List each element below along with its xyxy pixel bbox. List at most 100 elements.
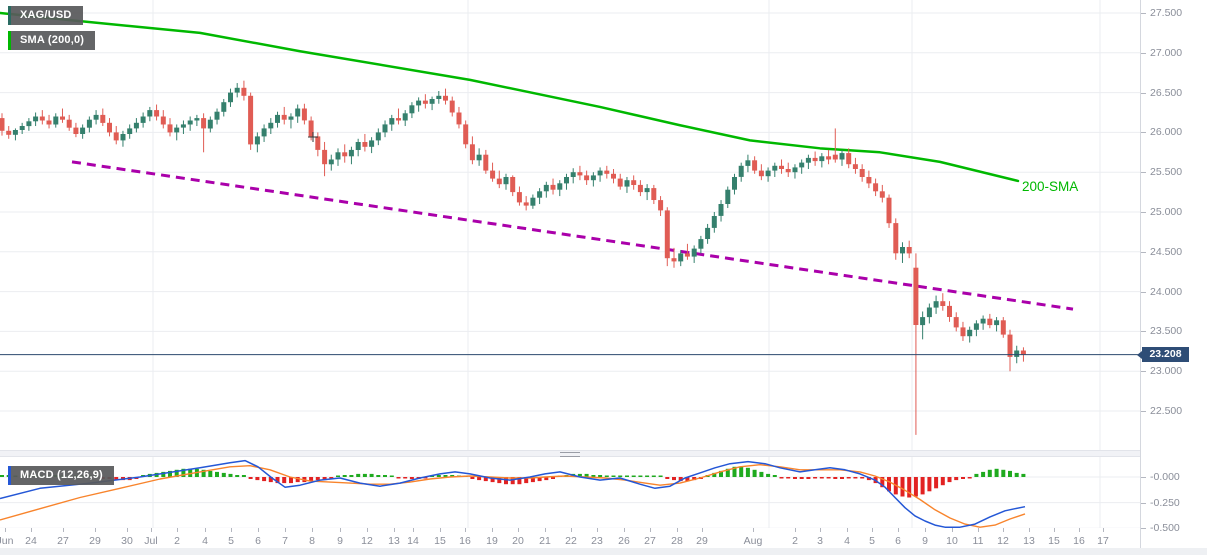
macd-tick — [1141, 477, 1146, 478]
candle — [886, 194, 892, 228]
price-tick-label: 23.000 — [1150, 365, 1183, 377]
time-tick — [820, 528, 821, 532]
price-tick-label: 25.000 — [1150, 206, 1183, 218]
candle — [516, 186, 522, 206]
candle — [254, 132, 260, 153]
candle — [194, 114, 200, 127]
candle — [449, 96, 455, 117]
time-tick-label: 16 — [1073, 535, 1085, 547]
time-tick-label: 7 — [282, 535, 288, 547]
candle — [167, 118, 173, 137]
candle — [469, 136, 475, 165]
pane-resize-handle[interactable] — [560, 452, 580, 457]
price-tick — [1141, 93, 1146, 94]
price-tick-label: 23.500 — [1150, 325, 1183, 337]
candle — [510, 175, 516, 197]
candle — [926, 303, 932, 324]
candle — [658, 196, 664, 216]
candle — [201, 113, 207, 153]
price-pane[interactable] — [0, 0, 1140, 450]
time-tick-label: 12 — [997, 535, 1009, 547]
current-price-badge: 23.208 — [1137, 347, 1189, 362]
time-tick — [925, 528, 926, 532]
time-tick-label: 29 — [89, 535, 101, 547]
macd-legend-chip: MACD (12,26,9) — [8, 466, 114, 485]
candles-layer — [0, 80, 1026, 435]
time-tick-label: 2 — [174, 535, 180, 547]
time-tick — [1029, 528, 1030, 532]
bottom-strip — [0, 548, 1207, 555]
candle — [590, 172, 596, 187]
candle — [711, 212, 717, 233]
time-tick — [177, 528, 178, 532]
candle — [584, 170, 590, 185]
candle — [335, 148, 341, 166]
candle — [281, 106, 287, 125]
price-tick — [1141, 132, 1146, 133]
time-tick-label: 5 — [869, 535, 875, 547]
sma-legend-chip: SMA (200,0) — [8, 31, 96, 50]
time-tick — [1054, 528, 1055, 532]
macd-pane[interactable] — [0, 457, 1140, 530]
candle — [940, 293, 946, 311]
candle — [301, 103, 307, 125]
candle — [745, 154, 751, 173]
candle — [180, 120, 186, 134]
candle — [564, 173, 569, 190]
candle — [436, 91, 442, 104]
symbol-legend-chip: XAG/USD — [8, 6, 83, 25]
candle — [221, 98, 227, 117]
candle — [409, 102, 415, 119]
candle — [994, 317, 1000, 332]
candle — [127, 124, 133, 139]
time-tick-label: Jun — [0, 535, 14, 547]
candle — [785, 162, 791, 177]
descending-trendline[interactable] — [71, 160, 1074, 311]
candle — [496, 170, 502, 189]
crosshair-marker — [308, 132, 318, 142]
candle — [617, 173, 623, 190]
time-tick — [340, 528, 341, 532]
macd-tick — [1141, 528, 1146, 529]
price-tick-label: 26.500 — [1150, 87, 1183, 99]
candle — [295, 104, 301, 123]
candle — [732, 173, 737, 195]
time-tick — [231, 528, 232, 532]
sma-line-label: 200-SMA — [1022, 179, 1079, 194]
candle — [819, 153, 825, 168]
candle — [389, 114, 395, 131]
time-tick — [571, 528, 572, 532]
time-tick — [795, 528, 796, 532]
time-tick-label: 13 — [388, 535, 400, 547]
candle — [543, 181, 549, 198]
candle — [684, 243, 690, 260]
time-tick — [258, 528, 259, 532]
time-tick — [978, 528, 979, 532]
price-tick — [1141, 411, 1146, 412]
candle — [691, 245, 697, 263]
time-tick — [624, 528, 625, 532]
candle — [920, 311, 926, 340]
price-tick — [1141, 331, 1146, 332]
time-tick — [677, 528, 678, 532]
candle — [826, 149, 832, 165]
candle — [799, 159, 805, 174]
time-tick — [205, 528, 206, 532]
time-axis[interactable]: Jun24272930Jul24567891213141516192021222… — [0, 528, 1140, 548]
candle — [214, 108, 220, 125]
time-tick-label: 30 — [121, 535, 133, 547]
time-tick-label: 5 — [228, 535, 234, 547]
candle — [1007, 329, 1013, 372]
time-tick — [847, 528, 848, 532]
candle — [315, 132, 321, 157]
candle — [530, 194, 536, 209]
price-tick-label: 24.000 — [1150, 286, 1183, 298]
price-axis[interactable]: 27.500 27.000 26.500 26.000 25.500 25.000 24.5… — [1140, 0, 1207, 548]
sma-200-line[interactable] — [0, 11, 1020, 183]
candle — [342, 144, 348, 163]
time-tick-label: 2 — [792, 535, 798, 547]
candle — [725, 186, 731, 209]
candle — [866, 170, 872, 189]
candle — [382, 120, 388, 138]
candle — [960, 321, 966, 341]
